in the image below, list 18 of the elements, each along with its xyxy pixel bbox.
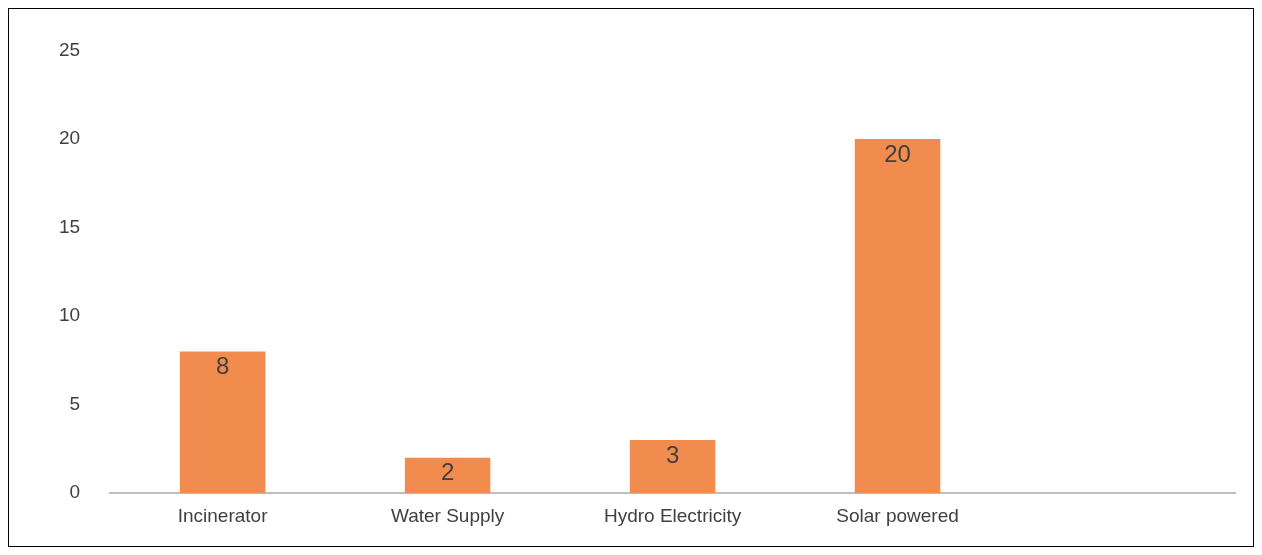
- bar: [854, 138, 941, 494]
- y-tick-label: 25: [58, 38, 81, 60]
- data-label: 3: [665, 440, 680, 468]
- bar: [629, 440, 716, 494]
- x-tick-label: Solar powered: [836, 504, 959, 526]
- y-tick-label: 15: [58, 215, 81, 237]
- y-tick-label: 20: [58, 127, 81, 149]
- y-tick-label: 5: [69, 392, 81, 414]
- y-tick-label: 10: [58, 304, 81, 326]
- bar: [404, 457, 491, 494]
- x-tick-label: Water Supply: [390, 504, 505, 526]
- y-tick-label: 0: [69, 481, 81, 503]
- data-label: 8: [215, 352, 230, 380]
- bar: [179, 351, 266, 494]
- data-label: 20: [884, 139, 911, 167]
- data-label: 2: [440, 458, 455, 486]
- x-tick-label: Incinerator: [177, 504, 269, 526]
- x-tick-label: Hydro Electricity: [603, 504, 742, 526]
